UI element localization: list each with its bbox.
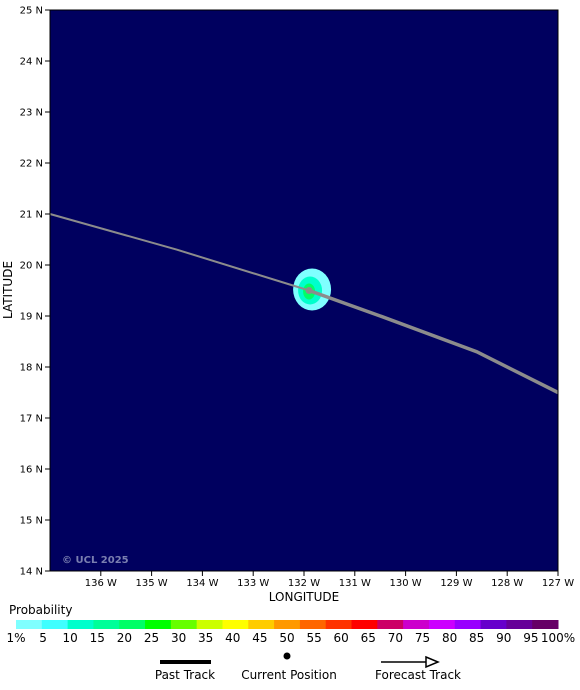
y-axis-title: LATITUDE <box>1 261 15 319</box>
lat-tick-label: 22 N <box>20 159 43 170</box>
probability-label: 10 <box>63 631 78 645</box>
probability-label: 85 <box>469 631 484 645</box>
probability-label: 35 <box>198 631 213 645</box>
colorbar-swatch <box>67 620 94 629</box>
probability-label: 50 <box>279 631 294 645</box>
probability-label: 90 <box>496 631 511 645</box>
probability-label: 100% <box>541 631 575 645</box>
probability-label: 65 <box>361 631 376 645</box>
colorbar-swatch <box>170 620 198 629</box>
colorbar-swatch <box>16 620 43 629</box>
probability-label: 70 <box>388 631 403 645</box>
colorbar-swatch <box>428 620 456 629</box>
probability-label: 60 <box>334 631 349 645</box>
current-position-legend-label: Current Position <box>241 668 337 682</box>
probability-labels: 1% 5 10 15 20 25 30 35 40 45 50 55 60 65 70 75 80 85 90 95 1… <box>6 631 575 645</box>
probability-label: 80 <box>442 631 457 645</box>
colorbar-swatch <box>377 620 404 629</box>
lat-tick-label: 16 N <box>20 465 43 476</box>
colorbar-swatch <box>480 620 507 629</box>
colorbar-swatch <box>274 620 301 629</box>
lat-tick-label: 20 N <box>20 261 43 272</box>
colorbar-swatch <box>93 620 120 629</box>
past-track-legend-label: Past Track <box>155 668 215 682</box>
colorbar-swatch <box>532 620 559 629</box>
copyright-text: © UCL 2025 <box>62 555 129 566</box>
colorbar-swatch <box>119 620 146 629</box>
probability-label: 1% <box>6 631 25 645</box>
lat-tick-label: 15 N <box>20 516 43 527</box>
lat-tick-label: 19 N <box>20 312 43 323</box>
probability-label: 45 <box>252 631 267 645</box>
colorbar-swatch <box>145 620 172 629</box>
colorbar-swatch <box>506 620 533 629</box>
colorbar-swatch <box>222 620 249 629</box>
colorbar-swatch <box>196 620 223 629</box>
x-axis-title: LONGITUDE <box>269 590 339 604</box>
colorbar-swatch <box>351 620 378 629</box>
lon-tick-label: 134 W <box>186 578 218 589</box>
lat-tick-label: 23 N <box>20 108 43 119</box>
forecast-track-legend-label: Forecast Track <box>375 668 461 682</box>
lat-tick-label: 17 N <box>20 414 43 425</box>
current-position-legend-symbol <box>283 652 291 660</box>
lon-tick-label: 132 W <box>288 578 320 589</box>
latitude-axis: 25 N 24 N 23 N 22 N 21 N 20 N 19 N 18 N 17 N 16 N… <box>20 6 50 578</box>
probability-colorbar <box>16 620 559 629</box>
lon-tick-label: 133 W <box>237 578 269 589</box>
colorbar-swatch <box>248 620 275 629</box>
lon-tick-label: 129 W <box>440 578 472 589</box>
probability-label: 15 <box>90 631 105 645</box>
lon-tick-label: 131 W <box>339 578 371 589</box>
probability-label: 95 <box>523 631 538 645</box>
probability-label: 20 <box>117 631 132 645</box>
forecast-track-line <box>308 288 559 395</box>
lat-tick-label: 24 N <box>20 57 43 68</box>
lat-tick-label: 14 N <box>20 567 43 578</box>
colorbar-swatch <box>454 620 482 629</box>
longitude-axis: 136 W 135 W 134 W 133 W 132 W 131 W 130 W 129 W… <box>85 571 574 589</box>
lon-tick-label: 130 W <box>390 578 422 589</box>
lat-tick-label: 21 N <box>20 210 43 221</box>
probability-label: 30 <box>171 631 186 645</box>
probability-label: 25 <box>144 631 159 645</box>
lat-tick-label: 18 N <box>20 363 43 374</box>
colorbar-swatch <box>403 620 430 629</box>
map-frame <box>49 9 559 572</box>
current-position-marker <box>305 287 313 294</box>
colorbar-swatch <box>41 620 69 629</box>
probability-label: 5 <box>39 631 47 645</box>
past-track-line <box>49 213 310 292</box>
lon-tick-label: 135 W <box>136 578 168 589</box>
lon-tick-label: 136 W <box>85 578 117 589</box>
forecast-track-legend-symbol <box>381 655 440 669</box>
lon-tick-label: 128 W <box>491 578 523 589</box>
probability-label: 40 <box>225 631 240 645</box>
lat-tick-label: 25 N <box>20 6 43 17</box>
probability-label: 55 <box>306 631 321 645</box>
colorbar-swatch <box>299 620 327 629</box>
legend-title: Probability <box>9 603 72 617</box>
probability-label: 75 <box>415 631 430 645</box>
colorbar-swatch <box>325 620 353 629</box>
lon-tick-label: 127 W <box>542 578 574 589</box>
